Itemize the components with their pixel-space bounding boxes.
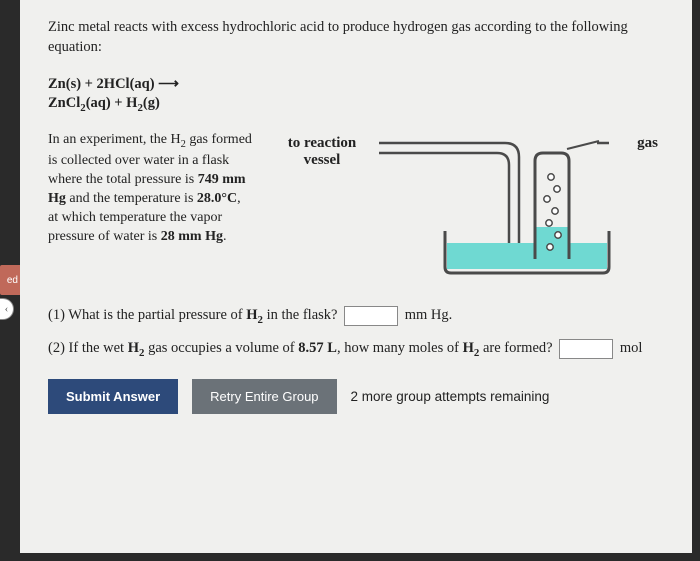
question-2-unit: mol <box>620 340 643 356</box>
equation-line-1: Zn(s) + 2HCl(aq) ⟶ <box>48 75 664 94</box>
side-tab-text: ed <box>7 275 18 286</box>
retry-button[interactable]: Retry Entire Group <box>192 379 336 414</box>
experiment-description: In an experiment, the H2 gas formed is c… <box>48 131 253 281</box>
question-1: (1) What is the partial pressure of H2 i… <box>48 305 664 328</box>
question-2-text: (2) If the wet H2 gas occupies a volume … <box>48 340 553 356</box>
question-1-text: (1) What is the partial pressure of H2 i… <box>48 307 337 323</box>
equation-line-2: ZnCl2(aq) + H2(g) <box>48 94 664 115</box>
side-toggle[interactable]: ‹ <box>0 298 14 320</box>
submit-button[interactable]: Submit Answer <box>48 379 178 414</box>
apparatus-svg <box>267 131 647 281</box>
attempts-remaining: 2 more group attempts remaining <box>351 389 550 404</box>
chemical-equation: Zn(s) + 2HCl(aq) ⟶ ZnCl2(aq) + H2(g) <box>48 75 664 115</box>
intro-text: Zinc metal reacts with excess hydrochlor… <box>48 18 664 57</box>
apparatus-diagram: to reactionvessel gas <box>267 131 664 281</box>
chevron-left-icon: ‹ <box>5 303 9 315</box>
side-tab[interactable]: ed <box>0 265 20 295</box>
question-1-unit: mm Hg. <box>405 307 453 323</box>
answer-2-input[interactable] <box>559 339 613 359</box>
answer-1-input[interactable] <box>344 306 398 326</box>
question-2: (2) If the wet H2 gas occupies a volume … <box>48 338 664 361</box>
question-panel: Zinc metal reacts with excess hydrochlor… <box>20 0 692 553</box>
